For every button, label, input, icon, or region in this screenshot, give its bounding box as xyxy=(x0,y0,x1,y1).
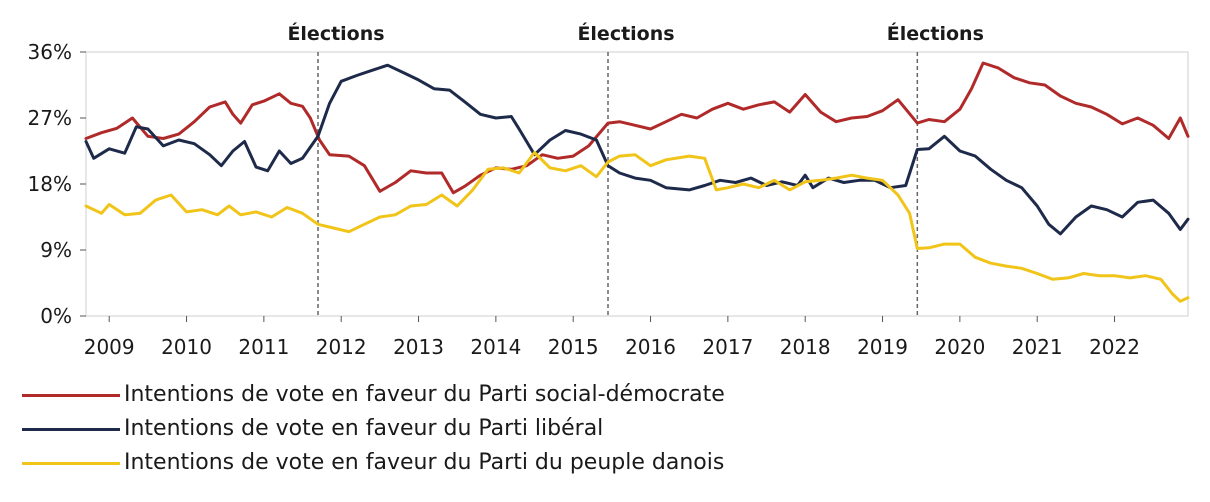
y-tick-label: 27% xyxy=(28,106,72,130)
x-tick-label: 2014 xyxy=(470,335,521,359)
y-tick-label: 0% xyxy=(40,304,72,328)
series-line-liberal xyxy=(84,63,1190,236)
election-marker-label: Élections xyxy=(887,22,984,45)
x-tick-label: 2010 xyxy=(161,335,212,359)
y-tick-label: 36% xyxy=(28,40,72,64)
x-tick-label: 2015 xyxy=(548,335,599,359)
legend: Intentions de vote en faveur du Parti so… xyxy=(22,378,725,480)
x-tick-label: 2021 xyxy=(1012,335,1063,359)
legend-swatch-liberal xyxy=(22,427,120,431)
x-tick-label: 2019 xyxy=(857,335,908,359)
election-marker-label: Élections xyxy=(577,22,674,45)
legend-item-social-democrat: Intentions de vote en faveur du Parti so… xyxy=(22,378,725,412)
x-tick-label: 2018 xyxy=(780,335,831,359)
legend-label-danish-peoples: Intentions de vote en faveur du Parti du… xyxy=(124,450,725,475)
election-marker-label: Élections xyxy=(287,22,384,45)
x-tick-label: 2020 xyxy=(934,335,985,359)
legend-swatch-danish-peoples xyxy=(22,461,120,465)
x-tick-label: 2017 xyxy=(702,335,753,359)
legend-label-social-democrat: Intentions de vote en faveur du Parti so… xyxy=(124,382,725,407)
x-tick-label: 2011 xyxy=(238,335,289,359)
legend-item-danish-peoples: Intentions de vote en faveur du Parti du… xyxy=(22,446,725,480)
y-tick-label: 9% xyxy=(40,238,72,262)
x-tick-label: 2012 xyxy=(316,335,367,359)
x-tick-label: 2016 xyxy=(625,335,676,359)
x-tick-label: 2013 xyxy=(393,335,444,359)
legend-swatch-social-democrat xyxy=(22,393,120,397)
legend-item-liberal: Intentions de vote en faveur du Parti li… xyxy=(22,412,725,446)
x-tick-label: 2009 xyxy=(84,335,135,359)
series-line-danish-peoples xyxy=(84,151,1190,303)
plot-frame xyxy=(85,51,1189,317)
series-line-social-democrat xyxy=(84,61,1190,195)
line-chart: 0% 9% 18% 27% 36% 2009 2010 2011 2012 2013 2014 201… xyxy=(28,22,1190,359)
x-tick-label: 2022 xyxy=(1089,335,1140,359)
y-tick-label: 18% xyxy=(28,172,72,196)
legend-label-liberal: Intentions de vote en faveur du Parti li… xyxy=(124,416,604,441)
